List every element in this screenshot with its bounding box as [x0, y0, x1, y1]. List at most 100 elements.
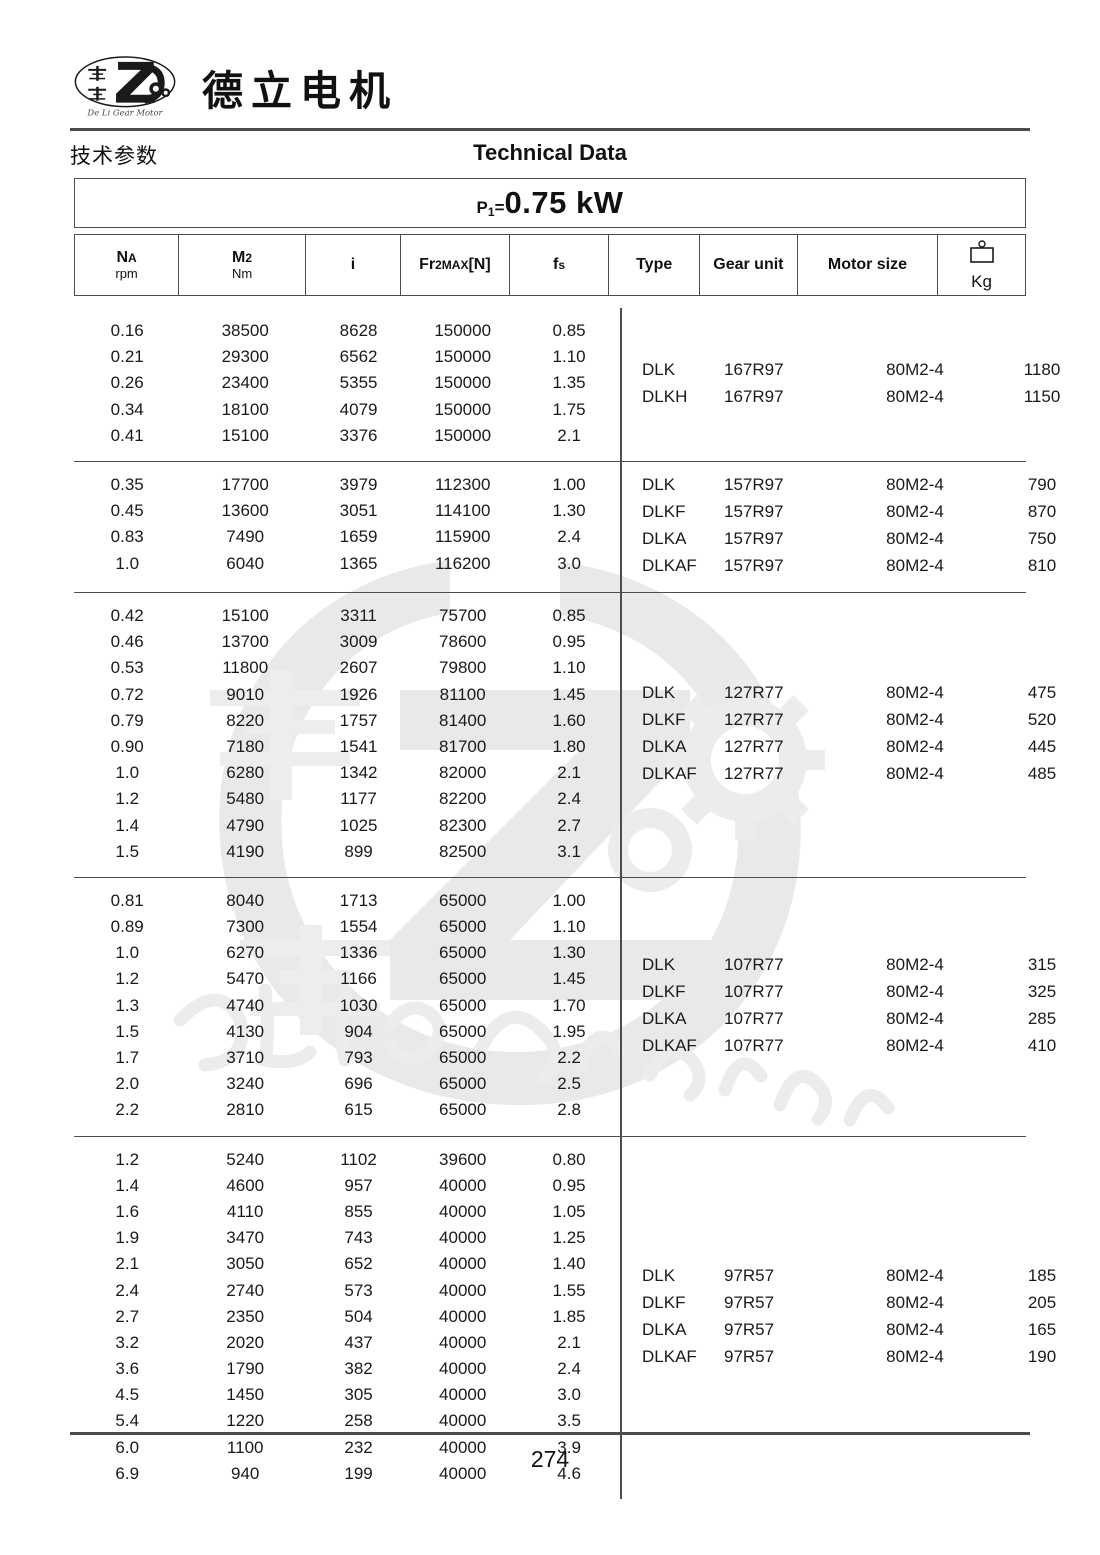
- cell-na: 0.83: [110, 527, 144, 547]
- cell-na: 0.45: [110, 501, 144, 521]
- cell-m2: 7490: [226, 527, 265, 547]
- cell-gear: 167R97: [724, 386, 784, 406]
- cell-type: DLKAF: [642, 1347, 697, 1367]
- column-header-m2: M2 Nm: [179, 235, 306, 295]
- power-equals: =: [494, 198, 505, 217]
- type-rows: DLK 157R97 80M2-4 790 DLKF 157R97 80M2-4 870 DLK…: [620, 462, 1090, 592]
- table-row: 3.6 1790 382 40000 2.4: [74, 1356, 620, 1382]
- cell-na: 0.89: [110, 917, 144, 937]
- cell-fr: 40000: [439, 1359, 487, 1379]
- table-row: 1.5 4130 904 65000 1.95: [74, 1019, 620, 1045]
- column-header-fr-symbol: Fr: [419, 256, 436, 274]
- table-row: 0.89 7300 1554 65000 1.10: [74, 914, 620, 940]
- cell-gear: 107R77: [724, 1009, 784, 1029]
- table-row: 1.4 4600 957 40000 0.95: [74, 1173, 620, 1199]
- cell-fs: 2.7: [557, 815, 581, 835]
- cell-i: 382: [344, 1359, 373, 1379]
- table-row: 2.4 2740 573 40000 1.55: [74, 1277, 620, 1303]
- table-row: DLKAF 97R57 80M2-4 190: [620, 1344, 1090, 1371]
- cell-na: 0.35: [110, 475, 144, 495]
- section-title-en: Technical Data: [473, 140, 627, 165]
- cell-m2: 7180: [226, 736, 265, 756]
- cell-i: 1757: [339, 710, 378, 730]
- cell-na: 6.0: [115, 1437, 140, 1457]
- cell-i: 855: [344, 1201, 373, 1221]
- cell-na: 0.46: [110, 632, 144, 652]
- cell-kg: 285: [1027, 1009, 1057, 1029]
- cell-gear: 107R77: [724, 955, 784, 975]
- cell-gear: 157R97: [724, 475, 784, 495]
- table-row: 1.2 5470 1166 65000 1.45: [74, 966, 620, 992]
- column-header-i-symbol: i: [350, 256, 356, 274]
- cell-kg: 410: [1027, 1036, 1057, 1056]
- cell-motor: 80M2-4: [886, 502, 944, 522]
- cell-fr: 65000: [439, 1048, 487, 1068]
- cell-na: 1.0: [115, 943, 140, 963]
- cell-i: 1342: [339, 763, 378, 783]
- cell-type: DLK: [642, 683, 676, 703]
- cell-gear: 127R77: [724, 710, 784, 730]
- table-row: DLK 167R97 80M2-4 1180: [620, 356, 1090, 383]
- cell-na: 0.41: [110, 425, 144, 445]
- cell-motor: 80M2-4: [886, 556, 944, 576]
- cell-i: 573: [344, 1280, 373, 1300]
- power-subscript: 1: [487, 205, 495, 219]
- cell-motor: 80M2-4: [886, 359, 944, 379]
- cell-type: DLKF: [642, 982, 686, 1002]
- column-header-m2-subscript: 2: [245, 250, 253, 265]
- cell-i: 504: [344, 1306, 373, 1326]
- cell-kg: 445: [1027, 737, 1057, 757]
- table-row: DLKA 157R97 80M2-4 750: [620, 526, 1090, 553]
- weight-icon: [965, 240, 999, 271]
- cell-i: 3051: [339, 501, 378, 521]
- cell-fr: 82300: [439, 815, 487, 835]
- table-row: 1.0 6040 1365 116200 3.0: [74, 551, 620, 577]
- cell-fr: 81400: [439, 710, 487, 730]
- cell-na: 1.0: [115, 763, 140, 783]
- cell-gear: 107R77: [724, 1036, 784, 1056]
- cell-fs: 0.95: [552, 632, 586, 652]
- cell-fs: 1.40: [552, 1254, 586, 1274]
- cell-gear: 97R57: [724, 1320, 775, 1340]
- cell-m2: 6270: [226, 943, 265, 963]
- table-row: 1.9 3470 743 40000 1.25: [74, 1225, 620, 1251]
- cell-fs: 1.10: [552, 347, 586, 367]
- table-row: DLKA 127R77 80M2-4 445: [620, 734, 1090, 761]
- cell-i: 3009: [339, 632, 378, 652]
- cell-na: 0.81: [110, 890, 144, 910]
- cell-na: 1.2: [115, 1149, 140, 1169]
- cell-i: 3311: [340, 606, 377, 626]
- cell-kg: 870: [1027, 502, 1057, 522]
- cell-fs: 0.85: [552, 606, 586, 626]
- table-row: 0.35 17700 3979 112300 1.00: [74, 472, 620, 498]
- cell-m2: 5480: [226, 789, 265, 809]
- cell-type: DLK: [642, 475, 676, 495]
- cell-i: 1713: [339, 890, 378, 910]
- cell-m2: 4600: [226, 1175, 265, 1195]
- cell-kg: 475: [1027, 683, 1057, 703]
- cell-i: 957: [344, 1175, 373, 1195]
- cell-kg: 190: [1027, 1347, 1057, 1367]
- cell-fr: 79800: [439, 658, 487, 678]
- cell-type: DLKA: [642, 529, 687, 549]
- power-rating-label: P 1 = 0.75 kW: [477, 185, 624, 221]
- cell-fr: 40000: [439, 1280, 487, 1300]
- cell-kg: 325: [1027, 982, 1057, 1002]
- cell-i: 1659: [339, 527, 378, 547]
- cell-i: 4079: [339, 399, 378, 419]
- cell-m2: 3240: [226, 1074, 265, 1094]
- cell-na: 2.0: [115, 1074, 140, 1094]
- column-header-motor-size: Motor size: [798, 235, 939, 295]
- data-block: 0.16 38500 8628 150000 0.85 0.21 29300 6562 1500…: [74, 308, 1060, 462]
- table-row: 1.3 4740 1030 65000 1.70: [74, 993, 620, 1019]
- cell-i: 305: [344, 1385, 373, 1405]
- cell-fr: 116200: [434, 553, 491, 573]
- cell-m2: 4110: [226, 1201, 264, 1221]
- cell-na: 1.4: [115, 815, 140, 835]
- cell-fr: 40000: [439, 1332, 487, 1352]
- cell-fr: 40000: [439, 1437, 487, 1457]
- cell-i: 437: [344, 1332, 373, 1352]
- cell-motor: 80M2-4: [886, 683, 944, 703]
- column-header-weight: Kg: [938, 235, 1025, 295]
